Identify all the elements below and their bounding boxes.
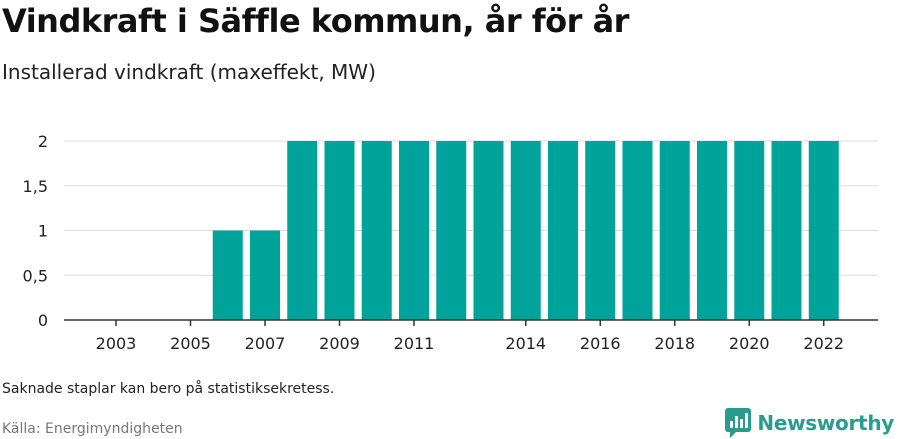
y-tick-label: 1,5	[23, 177, 48, 196]
x-tick-label: 2009	[319, 334, 360, 353]
y-axis-labels: 0 0,5 1 1,5 2	[23, 132, 48, 330]
bar-2022	[808, 141, 839, 320]
bar-2013	[473, 141, 504, 320]
x-tick-label: 2007	[245, 334, 286, 353]
bar-2019	[697, 141, 727, 320]
x-axis-labels: 2003 2005 2007 2009 2011 2014 2016 2018 2020 2022	[96, 334, 844, 353]
x-tick-label: 2018	[654, 334, 695, 353]
bar-chart-speech-bubble-icon	[725, 408, 752, 438]
bar-2018	[659, 141, 690, 320]
chart-title: Vindkraft i Säffle kommun, år för år	[2, 2, 629, 40]
y-tick-label: 2	[38, 132, 48, 151]
x-tick-label: 2020	[729, 334, 770, 353]
chart-subtitle: Installerad vindkraft (maxeffekt, MW)	[2, 60, 376, 84]
brand-name: Newsworthy	[757, 411, 894, 435]
bar-2016	[585, 141, 616, 320]
brand-logo: Newsworthy	[725, 408, 894, 438]
bar-2011	[399, 141, 429, 320]
bar-2021	[771, 141, 802, 320]
x-tick-label: 2022	[803, 334, 844, 353]
bar-2020	[734, 141, 765, 320]
bar-2007	[250, 230, 280, 320]
bar-2010	[361, 141, 392, 320]
bar-2014	[510, 141, 541, 320]
x-tick-label: 2003	[96, 334, 137, 353]
x-axis	[64, 319, 878, 326]
bar-2006	[212, 230, 243, 320]
x-tick-label: 2011	[394, 334, 435, 353]
bars	[212, 141, 839, 320]
bar-2008	[287, 141, 318, 320]
y-tick-label: 0	[38, 311, 48, 330]
footnote: Saknade staplar kan bero på statistiksek…	[2, 381, 335, 397]
x-tick-label: 2016	[580, 334, 621, 353]
bar-2012	[436, 141, 467, 320]
y-tick-label: 1	[38, 222, 48, 241]
y-tick-label: 0,5	[23, 266, 48, 285]
bar-2017	[622, 141, 653, 320]
source-text: Källa: Energimyndigheten	[2, 421, 183, 437]
bar-2009	[324, 141, 355, 320]
bar-chart: 00,511,52 2003 2005 2007 2009 2011 2014 2016 20…	[23, 132, 878, 353]
x-tick-label: 2005	[170, 334, 211, 353]
x-tick-label: 2014	[505, 334, 546, 353]
bar-2015	[548, 141, 578, 320]
